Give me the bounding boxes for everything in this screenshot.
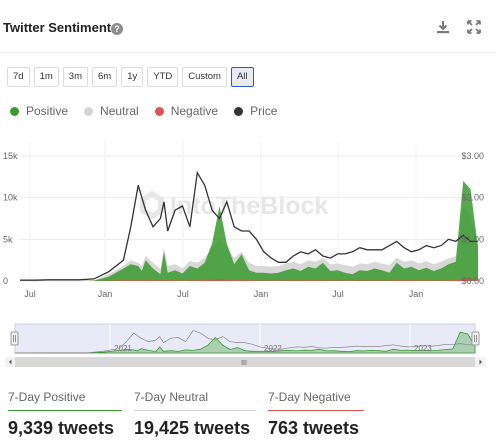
scroll-right-arrow[interactable] (479, 359, 483, 365)
scrollbar-grip[interactable]: III (241, 360, 247, 367)
y2-tick-label: $1.00 (461, 234, 484, 244)
seven-day-stats: 7-Day Positive 9,339 tweets 7-Day Neutral 1… (0, 390, 496, 448)
navigator-year-label: 2023 (414, 344, 432, 353)
stat-7-day-positive: 7-Day Positive 9,339 tweets (8, 390, 122, 439)
range-button-7d[interactable]: 7d (7, 67, 30, 87)
navigator-series (15, 331, 476, 354)
x-tick-label: Jul (177, 289, 189, 299)
navigator-right-handle[interactable] (471, 331, 480, 346)
x-tick-label: Jul (332, 289, 344, 299)
chart-legend: Positive Neutral Negative Price (10, 104, 277, 118)
x-tick-label: Jan (409, 289, 424, 299)
y2-tick-label: $2.00 (461, 193, 484, 203)
y-tick-label: 15k (3, 151, 18, 161)
download-icon[interactable] (435, 19, 451, 35)
stat-underline (268, 410, 364, 411)
y-tick-label: 10k (3, 193, 18, 203)
x-tick-label: Jan (254, 289, 269, 299)
scroll-left-arrow[interactable] (9, 359, 12, 365)
sentiment-chart: IntoTheBlock 15k 10k 5k 0 $3.00 $2.00 $1.00 $0.… (3, 142, 484, 299)
range-button-1m[interactable]: 1m (33, 67, 59, 87)
stat-label: 7-Day Positive (8, 390, 86, 404)
range-button-all[interactable]: All (230, 67, 254, 87)
range-button-ytd[interactable]: YTD (147, 67, 179, 87)
stat-label: 7-Day Negative (268, 390, 351, 404)
x-tick-label: Jul (24, 289, 36, 299)
area-neutral[interactable] (20, 206, 478, 281)
navigator-window[interactable] (14, 323, 476, 354)
area-positive[interactable] (20, 181, 478, 281)
line-price[interactable] (20, 170, 478, 281)
stat-value: 9,339 tweets (8, 418, 115, 438)
legend-marker (10, 106, 19, 116)
range-button-6m[interactable]: 6m (91, 67, 118, 87)
y-tick-label: 0 (3, 276, 8, 286)
scrollbar-thumb[interactable] (15, 357, 475, 367)
range-navigator[interactable]: 2021 2022 2023 III (0, 320, 496, 368)
stat-7-day-neutral: 7-Day Neutral 19,425 tweets (134, 390, 256, 439)
range-button-1y[interactable]: 1y (121, 67, 144, 87)
legend-label: Price (250, 104, 278, 118)
y-tick-label: 5k (3, 234, 13, 244)
legend-item-positive[interactable]: Positive (10, 104, 68, 118)
x-tick-label: Jan (98, 289, 113, 299)
stat-underline (8, 410, 122, 411)
watermark: IntoTheBlock (140, 191, 328, 220)
legend-label: Neutral (100, 104, 139, 118)
time-range-selector: 7d 1m 3m 6m 1y YTD Custom All (7, 67, 254, 87)
legend-item-price[interactable]: Price (234, 104, 277, 118)
watermark-text: IntoTheBlock (170, 192, 328, 220)
stat-7-day-negative: 7-Day Negative 763 tweets (268, 390, 364, 439)
stat-value: 763 tweets (268, 418, 360, 438)
legend-marker (84, 106, 94, 116)
widget-header: Twitter Sentiment ? (0, 0, 496, 53)
legend-item-negative[interactable]: Negative (154, 104, 219, 118)
legend-label: Positive (26, 104, 69, 118)
navigator-price-line (15, 330, 475, 354)
y2-tick-label: $0.00 (461, 276, 484, 286)
stat-value: 19,425 tweets (134, 418, 251, 438)
area-negative[interactable] (20, 278, 478, 281)
navigator-left-handle[interactable] (10, 331, 19, 346)
stat-underline (134, 410, 256, 411)
legend-marker (154, 106, 164, 116)
legend-marker (234, 106, 244, 116)
range-button-custom[interactable]: Custom (182, 67, 227, 87)
stat-label: 7-Day Neutral (134, 390, 209, 404)
help-icon[interactable]: ? (111, 23, 123, 35)
y2-tick-label: $3.00 (461, 151, 484, 161)
range-button-3m[interactable]: 3m (62, 67, 88, 87)
legend-item-neutral[interactable]: Neutral (84, 104, 139, 118)
navigator-year-label: 2022 (264, 344, 282, 353)
widget-title: Twitter Sentiment (3, 20, 112, 35)
fullscreen-icon[interactable] (466, 19, 482, 35)
legend-label: Negative (170, 104, 219, 118)
navigator-year-label: 2021 (114, 344, 132, 353)
